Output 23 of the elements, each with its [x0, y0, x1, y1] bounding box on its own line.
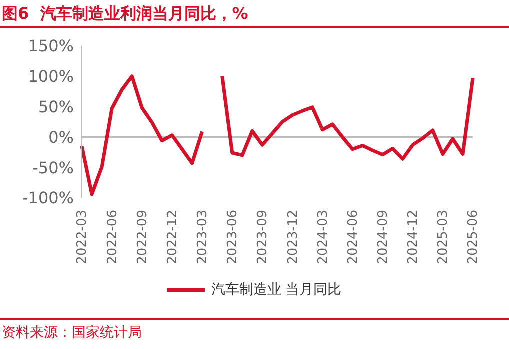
x-tick-label: 2022-06	[105, 210, 120, 264]
x-tick-label: 2024-12	[406, 210, 422, 264]
x-tick-label: 2024-06	[346, 210, 361, 264]
y-tick-label: 50%	[38, 97, 74, 116]
y-tick-label: 100%	[28, 67, 74, 86]
x-tick-label: 2023-03	[196, 210, 211, 264]
x-tick-label: 2025-03	[436, 210, 452, 264]
chart-title: 图6 汽车制造业利润当月同比，%	[0, 0, 509, 28]
x-tick-label: 2023-09	[256, 210, 271, 264]
x-tick-label: 2025-06	[466, 210, 482, 264]
y-tick-label: -50%	[32, 158, 74, 178]
x-tick-label: 2022-03	[75, 210, 90, 264]
x-tick-label: 2024-09	[376, 210, 391, 264]
x-tick-label: 2024-03	[316, 210, 331, 264]
y-tick-label: 0%	[48, 128, 74, 147]
x-tick-label: 2023-06	[226, 210, 241, 264]
legend-label: 汽车制造业 当月同比	[211, 281, 342, 299]
x-tick-label: 2022-12	[165, 210, 180, 264]
text: 资料来源：国家统计局	[0, 320, 509, 342]
x-tick-label: 2023-12	[286, 210, 301, 264]
y-tick-label: -100%	[22, 188, 74, 208]
x-tick-label: 2022-09	[135, 210, 150, 264]
y-tick-label: 150%	[28, 36, 74, 56]
